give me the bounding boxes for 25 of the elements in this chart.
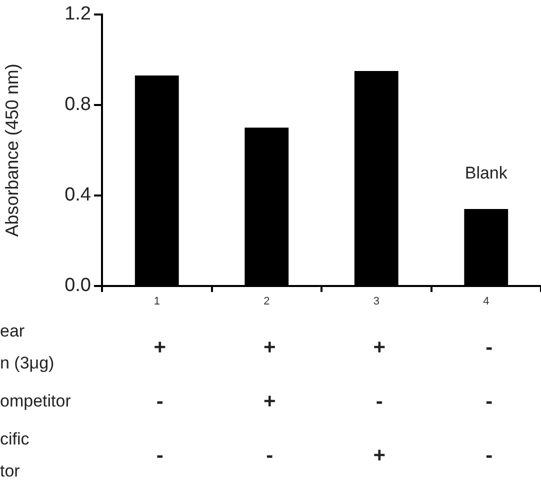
y-tick-label: 0.4: [64, 184, 92, 206]
x-tick-label: 4: [483, 296, 490, 308]
text: +: [263, 336, 276, 359]
text: ear n (3μg): [0, 322, 54, 373]
x-tick-label: 2: [264, 296, 270, 308]
text: -: [156, 390, 164, 413]
text: cific tor: [0, 430, 30, 481]
annotation: Blank: [464, 164, 508, 183]
text: -: [486, 444, 493, 467]
y-axis-title: Absorbance (450 nm): [2, 64, 22, 237]
text: +: [373, 336, 386, 359]
y-tick-label: 0.8: [64, 94, 91, 116]
x-tick-label: 3: [373, 296, 380, 308]
text: +: [373, 444, 386, 467]
y-tick-label: 0.0: [64, 275, 91, 296]
y-tick-label: 1.2: [64, 4, 91, 25]
text: +: [263, 390, 276, 413]
text: -: [156, 444, 164, 467]
text: -: [486, 390, 493, 413]
text: ompetitor: [0, 392, 72, 411]
text: -: [266, 444, 274, 467]
x-tick-label: 1: [154, 296, 160, 308]
text: -: [486, 336, 493, 359]
text: +: [154, 336, 166, 359]
text: -: [376, 390, 383, 413]
